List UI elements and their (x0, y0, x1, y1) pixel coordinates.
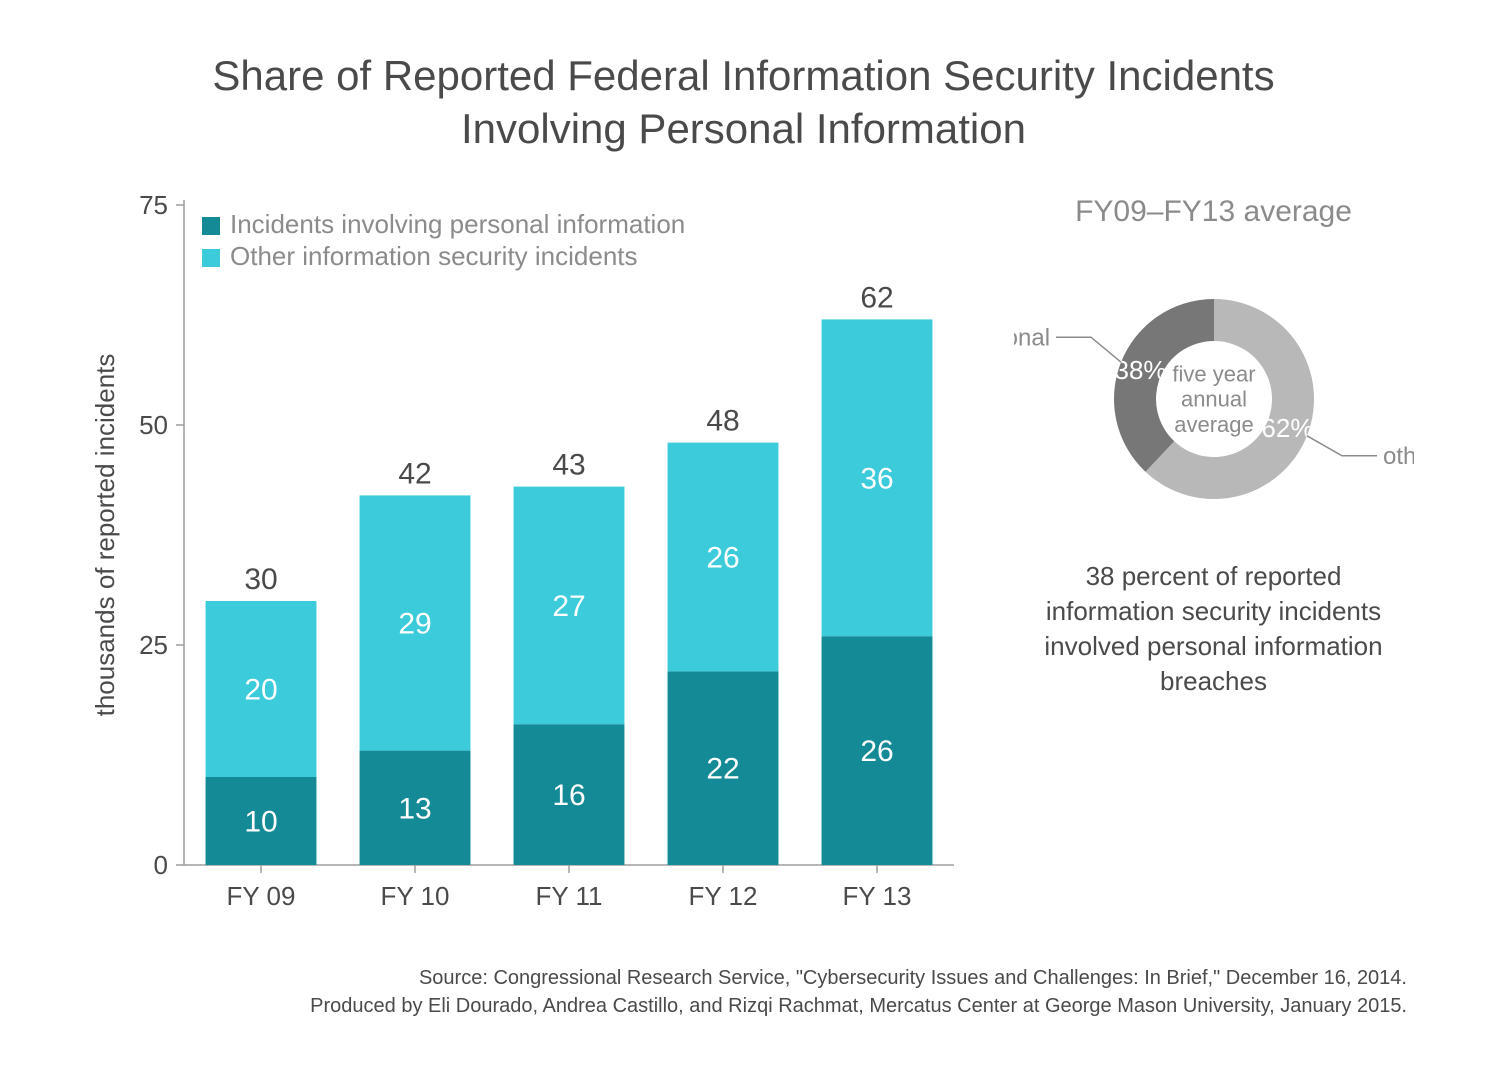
bar-segment-label: 20 (244, 674, 277, 707)
bar-segment-label: 16 (552, 779, 585, 812)
donut-title: FY09–FY13 average (1014, 195, 1414, 229)
x-tick-label: FY 13 (842, 881, 911, 911)
legend-swatch (202, 217, 220, 235)
bar-segment-label: 27 (552, 590, 585, 623)
bar-segment-label: 10 (244, 806, 277, 839)
legend-swatch (202, 249, 220, 267)
donut-leader-other (1306, 436, 1376, 456)
x-tick-label: FY 12 (688, 881, 757, 911)
bar-segment-label: 36 (860, 462, 893, 495)
bar-segment-label: 26 (860, 735, 893, 768)
donut-chart-svg: 38% 62% five yearannualaverage personal othe… (1014, 239, 1414, 539)
donut-area: FY09–FY13 average 38% 62% five yearannuala… (1014, 185, 1414, 699)
donut-label-other: other (1382, 443, 1413, 470)
donut-center-text: five year (1172, 361, 1255, 386)
donut-center-text: average (1174, 412, 1254, 437)
source-line-1: Source: Congressional Research Service, … (310, 964, 1407, 992)
bar-segment-label: 26 (706, 542, 739, 575)
x-tick-label: FY 09 (226, 881, 295, 911)
y-tick-label: 50 (139, 410, 168, 440)
y-axis-title: thousands of reported incidents (90, 354, 120, 717)
x-tick-label: FY 10 (380, 881, 449, 911)
y-tick-label: 0 (153, 850, 167, 880)
page-title: Share of Reported Federal Information Se… (144, 50, 1344, 155)
donut-leader-personal (1056, 337, 1121, 362)
x-tick-label: FY 11 (535, 881, 602, 911)
page: Share of Reported Federal Information Se… (0, 0, 1487, 1080)
donut-value-other: 62% (1261, 413, 1313, 443)
bar-total-label: 30 (244, 563, 277, 596)
source-block: Source: Congressional Research Service, … (310, 964, 1407, 1020)
donut-caption: 38 percent of reported information secur… (1014, 559, 1414, 699)
bar-total-label: 42 (398, 457, 431, 490)
bar-total-label: 43 (552, 449, 585, 482)
bar-total-label: 62 (860, 281, 893, 314)
y-tick-label: 75 (139, 190, 168, 220)
donut-label-personal: personal (1014, 325, 1050, 352)
donut-wrap: 38% 62% five yearannualaverage personal othe… (1014, 239, 1414, 539)
legend-label: Incidents involving personal information (230, 209, 685, 239)
bar-segment-label: 13 (398, 792, 431, 825)
bar-chart-area: 0 25 50 75 thousands of reported incidents 10… (74, 185, 974, 930)
donut-center-text: annual (1180, 387, 1246, 412)
bar-segment-label: 22 (706, 753, 739, 786)
bar-segment-label: 29 (398, 608, 431, 641)
y-tick-label: 25 (139, 630, 168, 660)
bar-total-label: 48 (706, 405, 739, 438)
source-line-2: Produced by Eli Dourado, Andrea Castillo… (310, 992, 1407, 1020)
content-row: 0 25 50 75 thousands of reported incidents 10… (60, 185, 1427, 930)
donut-value-personal: 38% (1114, 355, 1166, 385)
bar-chart-svg: 0 25 50 75 thousands of reported incidents 10… (74, 185, 974, 925)
legend-label: Other information security incidents (230, 241, 638, 271)
